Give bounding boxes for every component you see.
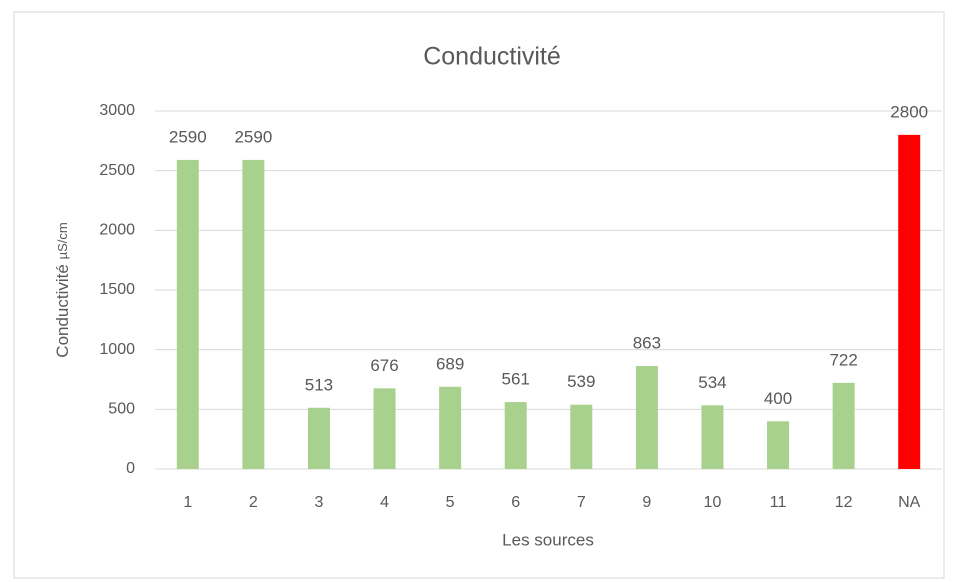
bar [570,404,593,469]
bar [307,407,330,469]
y-axis-unit: µS/cm [55,222,70,259]
bar [504,402,527,469]
x-tick-label: 1 [183,494,192,511]
chart-title: Conductivité [423,43,561,71]
value-label: 2590 [169,127,207,146]
value-label: 2590 [234,127,272,146]
value-label: 722 [829,350,857,369]
y-tick-label: 2000 [99,222,135,239]
bar [439,386,462,469]
x-axis-title: Les sources [502,530,594,549]
value-label: 863 [633,333,661,352]
value-label: 534 [698,373,726,392]
bar [176,159,199,469]
value-label: 539 [567,372,595,391]
y-tick-label: 500 [108,401,135,418]
bar [635,366,658,469]
value-label: 513 [305,375,333,394]
x-tick-label: NA [898,494,921,511]
y-tick-label: 0 [126,460,135,477]
chart-border [13,11,945,579]
value-label: 400 [764,389,792,408]
x-tick-label: 3 [315,494,324,511]
x-tick-label: 10 [704,494,722,511]
value-label: 689 [436,354,464,373]
value-label: 561 [502,370,530,389]
x-tick-label: 11 [770,494,787,511]
x-tick-label: 7 [577,494,586,511]
bar [767,421,790,469]
bar [373,388,396,469]
bar [701,405,724,469]
value-label: 676 [370,356,398,375]
x-tick-label: 9 [642,494,651,511]
y-axis-title: Conductivité µS/cm [53,222,72,357]
x-tick-label: 4 [380,494,389,511]
y-tick-label: 2500 [99,162,135,179]
bar [832,382,855,469]
bar [898,134,921,469]
y-axis-title-text: Conductivité [53,264,72,358]
x-tick-label: 12 [835,494,853,511]
x-tick-label: 2 [249,494,258,511]
y-tick-label: 1000 [99,341,135,358]
y-tick-label: 1500 [99,281,135,298]
x-tick-label: 6 [511,494,520,511]
value-label: 2800 [890,102,928,121]
y-tick-label: 3000 [99,102,135,119]
bar [242,159,265,469]
x-tick-label: 5 [446,494,455,511]
